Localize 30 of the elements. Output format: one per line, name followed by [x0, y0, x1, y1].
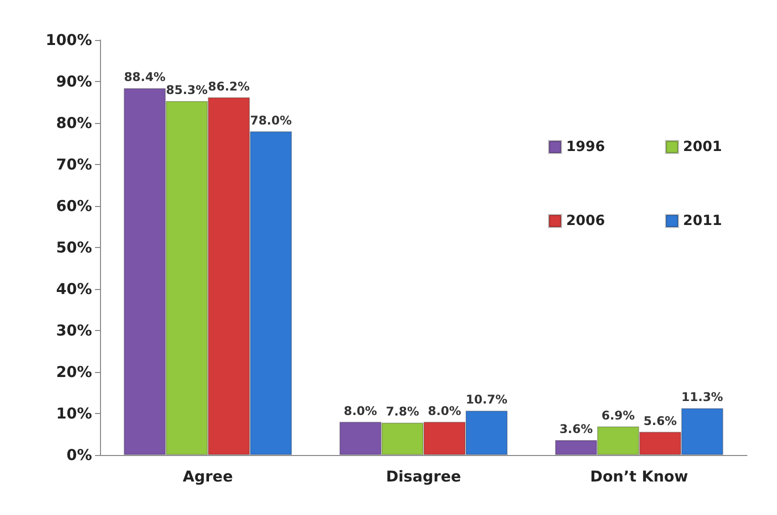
y-tick-label: 10%: [56, 404, 92, 422]
legend-label: 2001: [683, 139, 722, 155]
data-label: 6.9%: [602, 408, 635, 422]
y-tick-label: 30%: [56, 322, 92, 340]
data-label: 7.8%: [386, 404, 420, 419]
data-label: 3.6%: [559, 422, 593, 436]
data-label: 5.6%: [644, 414, 677, 428]
data-label: 86.2%: [208, 79, 250, 94]
y-tick-label: 60%: [56, 197, 92, 215]
y-tick-label: 50%: [56, 238, 92, 256]
x-tick-label: Agree: [182, 468, 233, 486]
data-label: 78.0%: [250, 113, 292, 128]
legend-label: 2011: [683, 213, 722, 229]
y-tick-label: 40%: [56, 280, 92, 298]
x-tick-label: Don’t Know: [590, 468, 688, 486]
data-label: 88.4%: [124, 70, 166, 84]
y-tick-label: 90%: [56, 72, 92, 90]
data-label: 85.3%: [166, 83, 208, 98]
legend-label: 2006: [566, 213, 606, 229]
y-tick-label: 80%: [56, 114, 92, 132]
y-tick-label: 100%: [46, 31, 92, 49]
y-tick-label: 20%: [56, 363, 92, 381]
y-tick-label: 0%: [66, 446, 92, 464]
x-tick-label: Disagree: [386, 468, 462, 486]
legend-label: 1996: [566, 139, 606, 155]
data-label: 8.0%: [344, 404, 378, 418]
data-label: 11.3%: [681, 390, 724, 404]
y-tick-label: 70%: [56, 156, 92, 174]
data-label: 8.0%: [428, 404, 462, 418]
data-label: 10.7%: [466, 392, 508, 407]
